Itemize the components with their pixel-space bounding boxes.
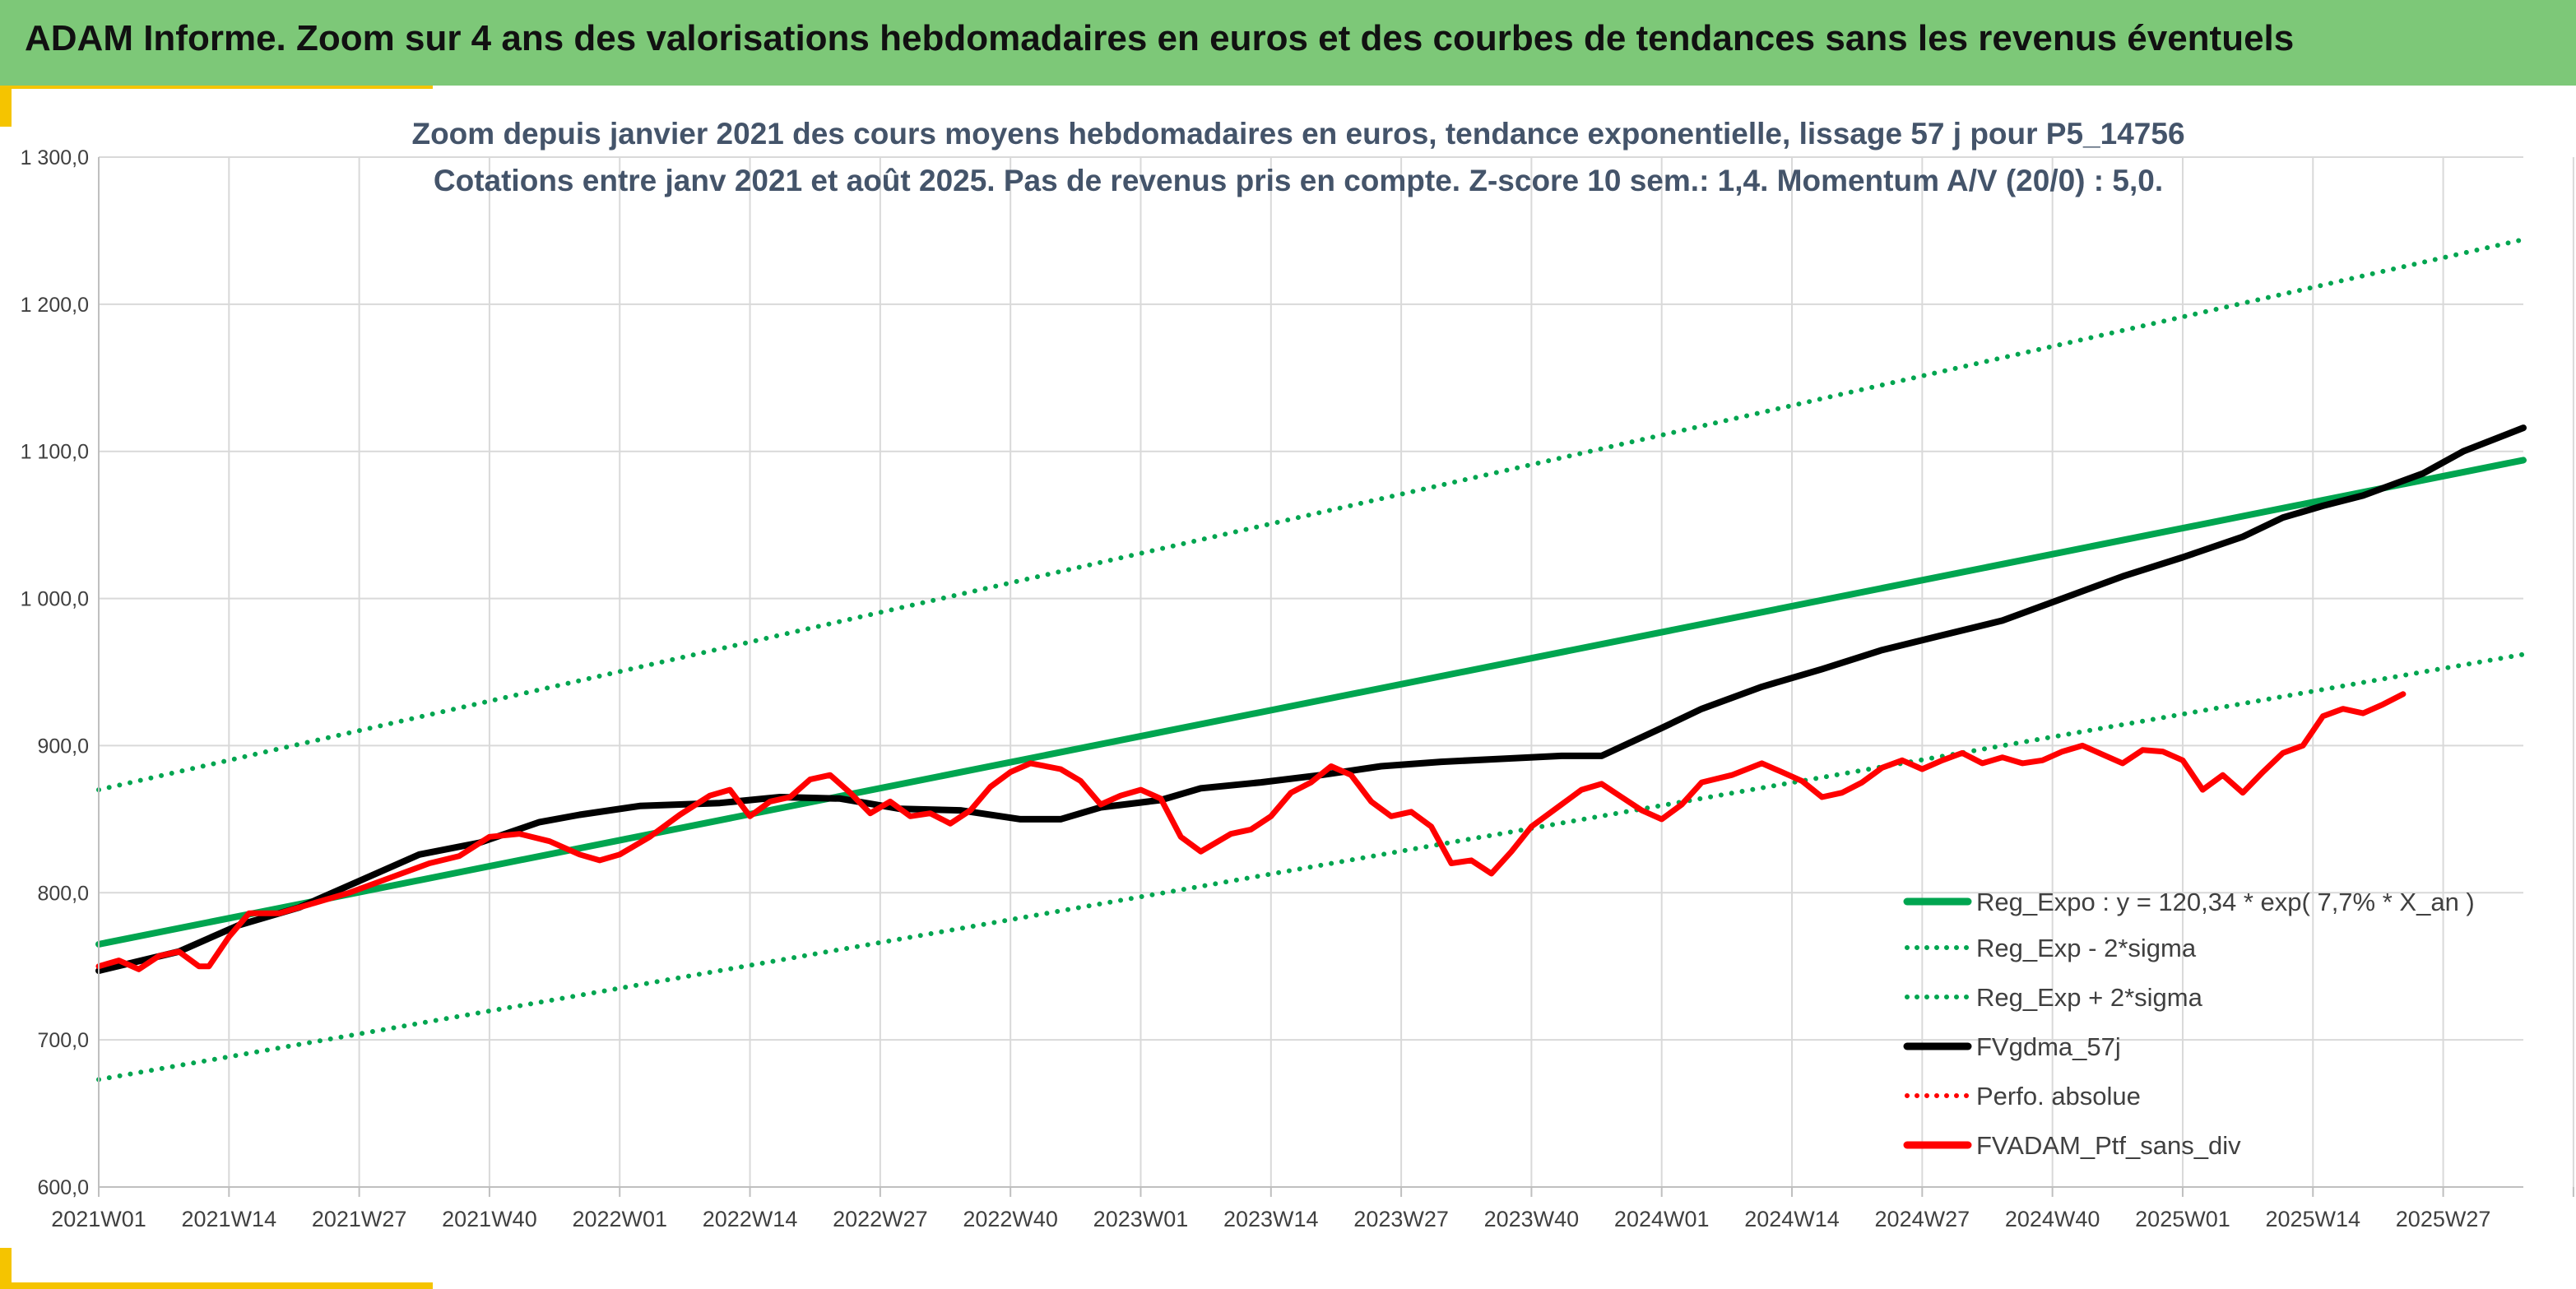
y-tick-label: 600,0: [37, 1176, 89, 1199]
x-tick-label: 2023W14: [1223, 1207, 1319, 1231]
y-tick-labels: 600,0 700,0 800,0 900,0 1 000,0 1 100,0 1 200,…: [21, 146, 89, 1199]
corner-accent-top-left: [0, 86, 433, 89]
banner-title: ADAM Informe. Zoom sur 4 ans des valoris…: [25, 18, 2295, 58]
y-tick-label: 700,0: [37, 1029, 89, 1052]
legend: Reg_Expo : y = 120,34 * exp( 7,7% * X_an…: [1903, 888, 2475, 1160]
corner-accent-left-top: [0, 86, 12, 127]
x-tick-label: 2021W40: [442, 1207, 537, 1231]
x-tick-label: 2021W14: [182, 1207, 277, 1231]
x-tick-label: 2024W01: [1614, 1207, 1710, 1231]
legend-label-1: Reg_Exp - 2*sigma: [1976, 934, 2197, 962]
x-tick-label: 2025W01: [2135, 1207, 2230, 1231]
y-tick-label: 1 100,0: [21, 441, 89, 464]
corner-accent-bottom-left: [0, 1282, 433, 1289]
legend-label-5: FVADAM_Ptf_sans_div: [1976, 1131, 2241, 1160]
x-tick-label: 2024W40: [2005, 1207, 2100, 1231]
x-tick-label: 2024W27: [1875, 1207, 1970, 1231]
chart-subtitle-line-2: Cotations entre janv 2021 et août 2025. …: [434, 164, 2163, 197]
chart-subtitle-line-1: Zoom depuis janvier 2021 des cours moyen…: [411, 117, 2184, 151]
x-tick-label: 2021W27: [312, 1207, 407, 1231]
header-banner: ADAM Informe. Zoom sur 4 ans des valoris…: [0, 0, 2576, 86]
legend-label-2: Reg_Exp + 2*sigma: [1976, 983, 2203, 1012]
series-line-0: [95, 457, 2527, 948]
x-tick-label: 2022W01: [572, 1207, 667, 1231]
x-tick-label: 2024W14: [1744, 1207, 1840, 1231]
series-layer: [95, 237, 2527, 1083]
x-tick-label: 2025W27: [2396, 1207, 2491, 1231]
grid: [99, 156, 2574, 1187]
y-tick-label: 1 000,0: [21, 588, 89, 611]
series-line-1: [96, 651, 2526, 1083]
x-tick-label: 2022W14: [703, 1207, 798, 1231]
y-tick-label: 900,0: [37, 735, 89, 758]
series-line-3: [95, 424, 2527, 975]
x-tick-label: 2023W27: [1353, 1207, 1449, 1231]
y-tick-label: 1 300,0: [21, 146, 89, 169]
legend-label-3: FVgdma_57j: [1976, 1032, 2121, 1061]
series-line-2: [96, 237, 2526, 793]
x-tick-labels: 2021W01 2021W14 2021W27 2021W40 2022W01 2022W…: [51, 1187, 2574, 1231]
corner-accent-left-bottom: [0, 1248, 12, 1289]
x-tick-label: 2023W01: [1093, 1207, 1189, 1231]
series-line-5: [95, 691, 2407, 972]
y-tick-label: 800,0: [37, 882, 89, 905]
line-chart: 600,0 700,0 800,0 900,0 1 000,0 1 100,0 1 200,…: [21, 117, 2574, 1231]
x-tick-label: 2022W40: [963, 1207, 1058, 1231]
x-tick-label: 2023W40: [1484, 1207, 1580, 1231]
x-tick-label: 2021W01: [51, 1207, 146, 1231]
legend-label-4: Perfo. absolue: [1976, 1082, 2141, 1110]
axes: [98, 157, 2523, 1188]
legend-label-0: Reg_Expo : y = 120,34 * exp( 7,7% * X_an…: [1976, 888, 2475, 916]
x-tick-label: 2025W14: [2265, 1207, 2360, 1231]
x-tick-label: 2022W27: [833, 1207, 928, 1231]
y-tick-label: 1 200,0: [21, 294, 89, 317]
